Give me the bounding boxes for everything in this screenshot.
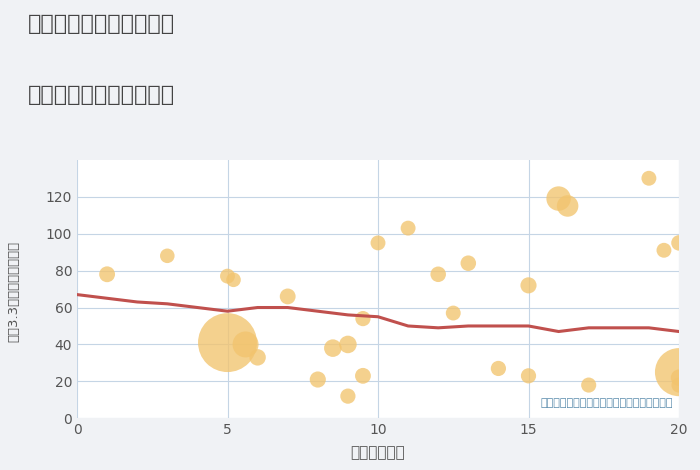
Point	[372, 239, 384, 247]
Text: 円の大きさは、取引のあった物件面積を示す: 円の大きさは、取引のあった物件面積を示す	[540, 398, 673, 408]
Point	[658, 247, 669, 254]
Text: 大阪府守口市八雲北町の: 大阪府守口市八雲北町の	[28, 14, 175, 34]
Point	[357, 315, 368, 322]
Point	[673, 381, 685, 389]
Point	[553, 195, 564, 202]
Text: 坪（3.3㎡）単価（万円）: 坪（3.3㎡）単価（万円）	[8, 241, 20, 342]
Point	[222, 272, 233, 280]
Point	[448, 309, 459, 317]
Point	[282, 293, 293, 300]
Point	[673, 374, 685, 382]
X-axis label: 駅距離（分）: 駅距離（分）	[351, 446, 405, 461]
Point	[463, 259, 474, 267]
Point	[102, 271, 113, 278]
Point	[342, 341, 354, 348]
Text: 駅距離別中古戸建て価格: 駅距離別中古戸建て価格	[28, 85, 175, 105]
Point	[673, 239, 685, 247]
Point	[342, 392, 354, 400]
Point	[493, 365, 504, 372]
Point	[643, 174, 655, 182]
Point	[583, 381, 594, 389]
Point	[328, 345, 339, 352]
Point	[357, 372, 368, 380]
Point	[523, 372, 534, 380]
Point	[673, 368, 685, 376]
Point	[562, 202, 573, 210]
Point	[162, 252, 173, 259]
Point	[222, 339, 233, 346]
Point	[402, 224, 414, 232]
Point	[433, 271, 444, 278]
Point	[312, 376, 323, 384]
Point	[252, 353, 263, 361]
Point	[523, 282, 534, 289]
Point	[240, 341, 251, 348]
Point	[228, 276, 239, 283]
